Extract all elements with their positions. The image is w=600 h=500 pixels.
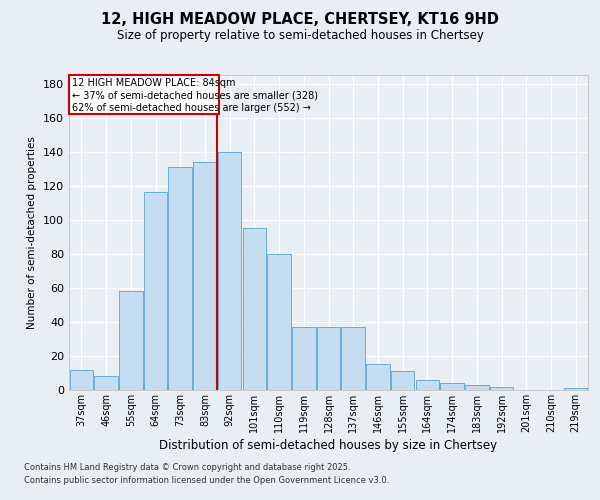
- Y-axis label: Number of semi-detached properties: Number of semi-detached properties: [28, 136, 37, 329]
- Bar: [169, 167, 192, 390]
- Bar: [119, 291, 143, 390]
- Bar: [218, 152, 241, 390]
- Bar: [242, 228, 266, 390]
- Bar: [440, 383, 464, 390]
- Bar: [490, 386, 513, 390]
- Bar: [465, 385, 488, 390]
- Text: Contains HM Land Registry data © Crown copyright and database right 2025.: Contains HM Land Registry data © Crown c…: [24, 462, 350, 471]
- Bar: [292, 327, 316, 390]
- Bar: [144, 192, 167, 390]
- Bar: [70, 370, 93, 390]
- Bar: [391, 372, 415, 390]
- FancyBboxPatch shape: [70, 75, 219, 114]
- Bar: [341, 327, 365, 390]
- Bar: [268, 254, 291, 390]
- Bar: [416, 380, 439, 390]
- Bar: [564, 388, 587, 390]
- Text: 12 HIGH MEADOW PLACE: 84sqm: 12 HIGH MEADOW PLACE: 84sqm: [72, 78, 235, 88]
- Bar: [193, 162, 217, 390]
- Bar: [366, 364, 389, 390]
- Text: ← 37% of semi-detached houses are smaller (328): ← 37% of semi-detached houses are smalle…: [72, 90, 318, 101]
- Text: 62% of semi-detached houses are larger (552) →: 62% of semi-detached houses are larger (…: [72, 103, 311, 113]
- Text: Size of property relative to semi-detached houses in Chertsey: Size of property relative to semi-detach…: [116, 29, 484, 42]
- Bar: [94, 376, 118, 390]
- Text: Contains public sector information licensed under the Open Government Licence v3: Contains public sector information licen…: [24, 476, 389, 485]
- X-axis label: Distribution of semi-detached houses by size in Chertsey: Distribution of semi-detached houses by …: [160, 439, 497, 452]
- Text: 12, HIGH MEADOW PLACE, CHERTSEY, KT16 9HD: 12, HIGH MEADOW PLACE, CHERTSEY, KT16 9H…: [101, 12, 499, 28]
- Bar: [317, 327, 340, 390]
